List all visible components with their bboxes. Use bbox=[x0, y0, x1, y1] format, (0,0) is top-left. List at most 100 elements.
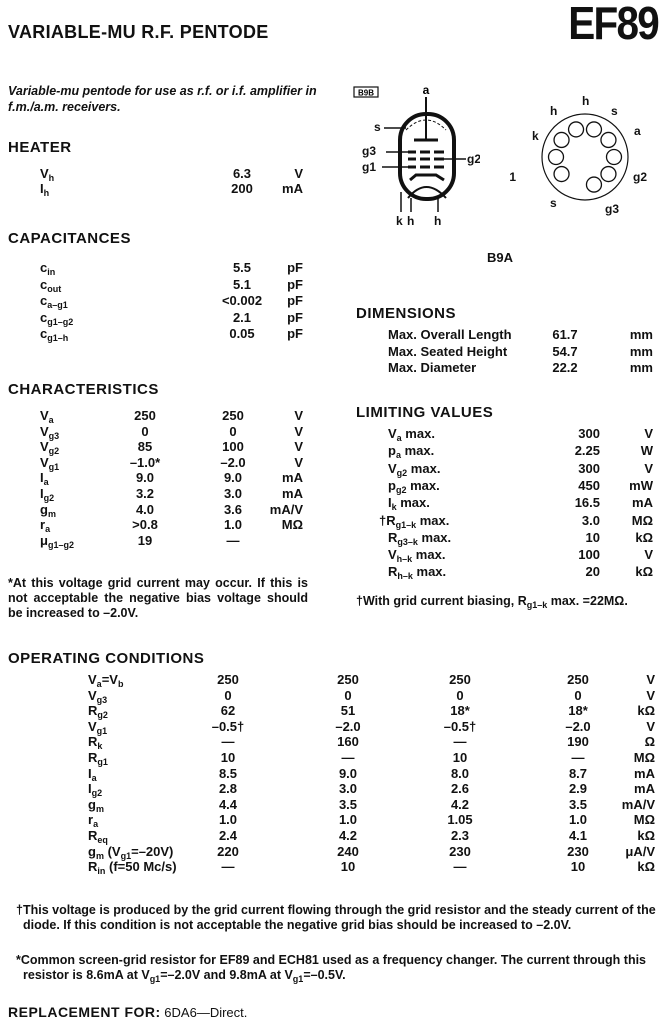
operating-value: 2.6 bbox=[450, 781, 470, 797]
parameter-symbol: Rg3–k max. bbox=[388, 529, 452, 547]
base-pin bbox=[567, 121, 585, 138]
operating-value: 2.9 bbox=[568, 781, 588, 797]
value-cell: <0.002 bbox=[221, 293, 263, 308]
operating-unit: MΩ bbox=[633, 750, 655, 765]
parameter-symbol: pa max. bbox=[388, 443, 435, 461]
base-pin bbox=[585, 121, 603, 138]
value-cell: 250 bbox=[222, 408, 244, 423]
unit-cell: pF bbox=[287, 260, 303, 275]
value-cell: 85 bbox=[137, 439, 153, 455]
dimension-unit: mm bbox=[629, 327, 653, 342]
limiting-values-heading: LIMITING VALUES bbox=[356, 404, 494, 421]
unit-cell: V bbox=[294, 166, 303, 181]
pin-label-k: k bbox=[396, 214, 403, 228]
operating-value: — bbox=[453, 859, 467, 875]
operating-value: 3.0 bbox=[338, 781, 358, 797]
base-type: B9A bbox=[487, 250, 514, 265]
parameter-symbol: Req bbox=[88, 828, 108, 845]
parameter-symbol: Va max. bbox=[388, 426, 435, 443]
parameter-symbol: Rg1 bbox=[88, 750, 108, 767]
parameter-symbol: Ih bbox=[40, 181, 50, 198]
operating-value: — bbox=[221, 859, 235, 875]
dimension-value: 61.7 bbox=[552, 327, 578, 342]
parameter-symbol: Rg2 bbox=[88, 703, 108, 721]
parameter-symbol: cg1–g2 bbox=[40, 309, 74, 327]
description: Variable-mu pentode for use as r.f. or i… bbox=[8, 84, 317, 114]
parameter-symbol: gm bbox=[88, 796, 104, 814]
operating-value: 10 bbox=[452, 750, 468, 765]
dimension-unit: mm bbox=[629, 360, 653, 375]
pin-label-g1: g1 bbox=[362, 160, 376, 174]
dimension-value: 54.7 bbox=[552, 343, 578, 359]
operating-value: 2.8 bbox=[218, 781, 238, 797]
dimension-label: Max. Overall Length bbox=[388, 327, 512, 342]
parameter-symbol: Ia bbox=[88, 765, 97, 783]
operating-value: 10 bbox=[570, 859, 586, 875]
limit-value: 300 bbox=[578, 426, 600, 441]
operating-value: 0 bbox=[224, 687, 232, 703]
value-cell: 3.2 bbox=[135, 486, 155, 501]
tube-envelope bbox=[398, 112, 456, 201]
operating-value: 240 bbox=[337, 843, 359, 859]
limit-unit: V bbox=[644, 547, 653, 563]
operating-value: 4.2 bbox=[450, 796, 470, 812]
operating-unit: V bbox=[646, 687, 655, 703]
unit-cell: mA bbox=[282, 470, 303, 486]
operating-value: 1.0 bbox=[568, 812, 588, 828]
limit-value: 450 bbox=[578, 477, 600, 493]
operating-value: 1.05 bbox=[447, 812, 473, 828]
parameter-symbol: Rin (f=50 Mc/s) bbox=[88, 859, 177, 877]
parameter-symbol: Vg1 bbox=[88, 718, 108, 736]
base-code-box bbox=[353, 86, 379, 98]
operating-value: — bbox=[571, 750, 585, 765]
operating-value: –0.5† bbox=[211, 718, 245, 734]
unit-cell: pF bbox=[287, 293, 303, 308]
operating-unit: μA/V bbox=[625, 843, 655, 859]
parameter-symbol: Ig2 bbox=[88, 781, 103, 799]
limit-value: 300 bbox=[578, 460, 600, 476]
operating-value: 4.2 bbox=[338, 828, 358, 843]
pin-label-s: s bbox=[374, 120, 381, 134]
parameter-symbol: Rk bbox=[88, 734, 103, 752]
base-pin bbox=[585, 176, 603, 193]
unit-cell: mA bbox=[282, 486, 303, 501]
operating-footnote-dagger: †This voltage is produced by the grid cu… bbox=[16, 903, 656, 932]
base-pin bbox=[600, 165, 617, 183]
limit-unit: mW bbox=[629, 477, 653, 493]
parameter-symbol: cin bbox=[40, 260, 56, 277]
base-pin bbox=[553, 131, 570, 149]
parameter-symbol: gm bbox=[40, 501, 56, 519]
limit-value: 2.25 bbox=[574, 443, 600, 459]
value-cell: 6.3 bbox=[232, 166, 252, 181]
parameter-symbol: †Rg1–k max. bbox=[379, 512, 450, 530]
base-pin bbox=[600, 131, 617, 149]
operating-unit: mA bbox=[634, 765, 655, 781]
value-cell: 100 bbox=[222, 439, 244, 455]
operating-value: 250 bbox=[567, 672, 589, 687]
operating-value: — bbox=[341, 750, 355, 765]
tube-symbol-diagram: B9B a s g3 g1 g2 k h h bbox=[353, 83, 480, 228]
parameter-symbol: Vh–k max. bbox=[388, 547, 446, 565]
limit-unit: MΩ bbox=[631, 512, 653, 528]
operating-value: 3.5 bbox=[338, 796, 358, 812]
value-cell: 1.0 bbox=[223, 517, 243, 533]
operating-value: –2.0 bbox=[335, 718, 361, 734]
tube-code: EF89 bbox=[568, 0, 659, 49]
parameter-symbol: pg2 max. bbox=[388, 477, 440, 495]
base-label-s: s bbox=[550, 196, 557, 210]
parameter-symbol: Vg3 bbox=[88, 687, 108, 705]
limit-value: 3.0 bbox=[581, 512, 600, 528]
parameter-symbol: Vg2 bbox=[40, 439, 60, 457]
parameter-symbol: Va bbox=[40, 408, 54, 425]
operating-value: 3.5 bbox=[568, 796, 588, 812]
operating-unit: MΩ bbox=[633, 812, 655, 828]
base-code: B9B bbox=[358, 89, 374, 98]
operating-value: 250 bbox=[217, 672, 239, 687]
operating-value: — bbox=[221, 734, 235, 750]
operating-unit: Ω bbox=[644, 734, 655, 750]
parameter-symbol: Ig2 bbox=[40, 486, 55, 503]
limit-unit: W bbox=[640, 443, 653, 459]
value-cell: 3.6 bbox=[223, 501, 243, 517]
limit-unit: V bbox=[644, 426, 653, 441]
base-pin bbox=[547, 148, 565, 166]
